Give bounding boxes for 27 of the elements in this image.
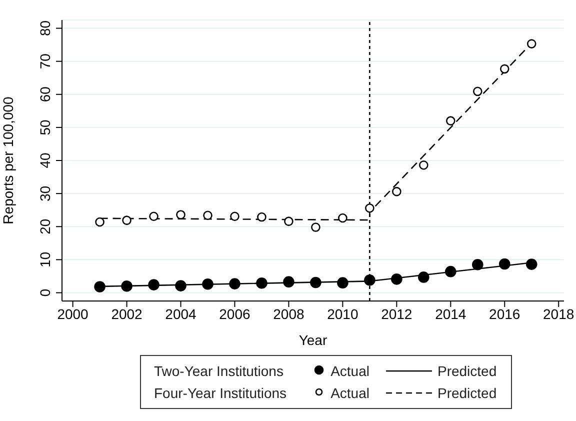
x-tick-label: 2010 — [327, 306, 358, 322]
legend-label: Actual — [330, 362, 370, 381]
y-tick-label: 70 — [37, 53, 53, 70]
text: Two-Year Institutions — [153, 362, 284, 381]
x-tick-label: 2006 — [219, 306, 251, 322]
y-tick-label: 40 — [37, 152, 53, 168]
legend-label: Actual — [330, 384, 370, 403]
y-tick-label: 10 — [37, 252, 53, 268]
y-tick-label: 20 — [37, 218, 53, 234]
y-tick-label: 30 — [37, 186, 53, 202]
x-tick-label: 2004 — [165, 306, 197, 322]
y-tick-label: 60 — [37, 86, 53, 102]
y-tick-label: 80 — [37, 20, 53, 36]
y-tick-label: 50 — [37, 119, 53, 136]
legend-label: Predicted — [436, 384, 497, 403]
x-tick-label: 2008 — [273, 306, 304, 322]
y-tick-label: 0 — [37, 288, 53, 297]
x-tick-label: 2012 — [381, 306, 412, 322]
x-tick-label: 2018 — [543, 306, 574, 322]
x-tick-label: 2000 — [57, 306, 89, 322]
legend-label: Predicted — [436, 362, 497, 381]
text: Four-Year Institutions — [153, 384, 288, 403]
x-tick-label: 2014 — [435, 306, 466, 322]
x-tick-label: 2002 — [111, 306, 143, 322]
x-tick-label: 2016 — [489, 306, 520, 322]
x-axis-title: Year — [298, 332, 328, 348]
y-axis-title: Reports per 100,000 — [0, 96, 16, 224]
